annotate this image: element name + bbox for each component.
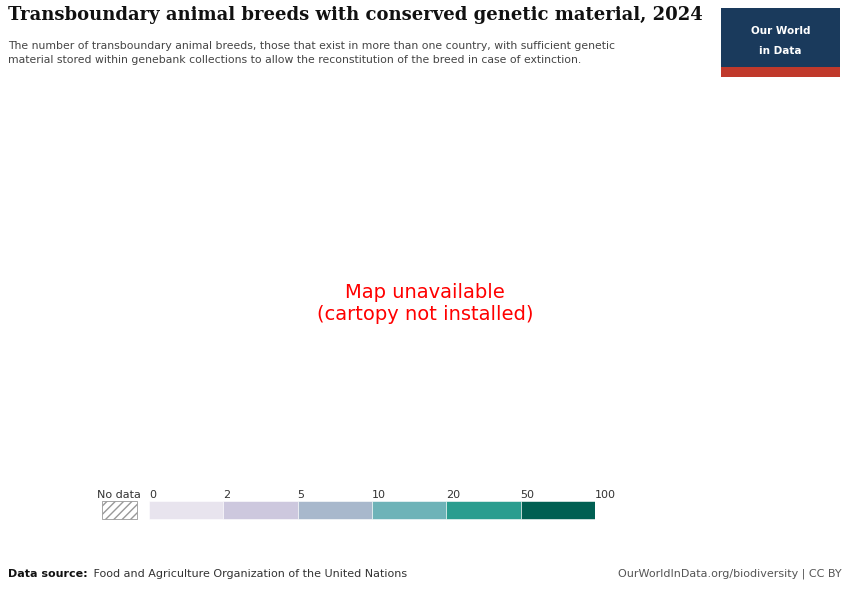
Text: Our World: Our World bbox=[751, 26, 810, 35]
Bar bbox=[721, 67, 840, 77]
Text: Food and Agriculture Organization of the United Nations: Food and Agriculture Organization of the… bbox=[90, 569, 407, 579]
Bar bbox=[521, 501, 595, 518]
Text: Data source:: Data source: bbox=[8, 569, 88, 579]
Text: 10: 10 bbox=[372, 490, 386, 500]
Text: 50: 50 bbox=[521, 490, 535, 500]
Text: Map unavailable
(cartopy not installed): Map unavailable (cartopy not installed) bbox=[317, 283, 533, 323]
Bar bbox=[149, 501, 224, 518]
Text: 100: 100 bbox=[595, 490, 616, 500]
Text: No data: No data bbox=[97, 490, 141, 500]
Text: 0: 0 bbox=[149, 490, 156, 500]
Bar bbox=[372, 501, 446, 518]
Bar bbox=[102, 501, 137, 518]
Text: 5: 5 bbox=[298, 490, 304, 500]
Text: in Data: in Data bbox=[759, 46, 802, 56]
Text: OurWorldInData.org/biodiversity | CC BY: OurWorldInData.org/biodiversity | CC BY bbox=[618, 569, 842, 579]
Text: Transboundary animal breeds with conserved genetic material, 2024: Transboundary animal breeds with conserv… bbox=[8, 6, 703, 24]
Text: The number of transboundary animal breeds, those that exist in more than one cou: The number of transboundary animal breed… bbox=[8, 41, 615, 65]
Bar bbox=[721, 8, 840, 67]
Bar bbox=[224, 501, 298, 518]
Bar bbox=[446, 501, 521, 518]
Text: 2: 2 bbox=[224, 490, 230, 500]
Text: 20: 20 bbox=[446, 490, 461, 500]
Bar bbox=[298, 501, 372, 518]
